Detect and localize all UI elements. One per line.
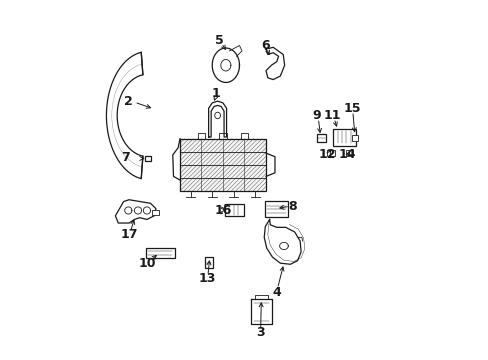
Text: 10: 10 <box>138 257 155 270</box>
FancyBboxPatch shape <box>146 248 174 258</box>
FancyBboxPatch shape <box>346 150 352 156</box>
Text: 3: 3 <box>256 326 264 339</box>
Text: 12: 12 <box>318 148 335 161</box>
FancyBboxPatch shape <box>265 201 287 217</box>
FancyBboxPatch shape <box>317 134 325 141</box>
Text: 2: 2 <box>123 95 132 108</box>
Text: 5: 5 <box>215 33 224 47</box>
Polygon shape <box>115 200 156 223</box>
Polygon shape <box>106 52 142 179</box>
Text: 17: 17 <box>120 228 138 241</box>
FancyBboxPatch shape <box>152 210 159 215</box>
FancyBboxPatch shape <box>351 135 357 141</box>
FancyBboxPatch shape <box>204 257 212 268</box>
Text: 4: 4 <box>272 287 281 300</box>
Text: 11: 11 <box>323 109 341 122</box>
FancyBboxPatch shape <box>180 139 265 191</box>
Text: 1: 1 <box>211 87 220 100</box>
FancyBboxPatch shape <box>326 149 335 156</box>
Text: 9: 9 <box>311 109 320 122</box>
Text: 15: 15 <box>343 102 360 115</box>
Text: 16: 16 <box>214 204 231 217</box>
Text: 7: 7 <box>121 151 129 164</box>
Text: 14: 14 <box>338 148 356 161</box>
Text: 6: 6 <box>261 39 270 52</box>
FancyBboxPatch shape <box>144 156 151 161</box>
Text: 13: 13 <box>198 272 215 285</box>
FancyBboxPatch shape <box>332 129 355 145</box>
Text: 8: 8 <box>288 201 297 213</box>
FancyBboxPatch shape <box>225 204 244 216</box>
